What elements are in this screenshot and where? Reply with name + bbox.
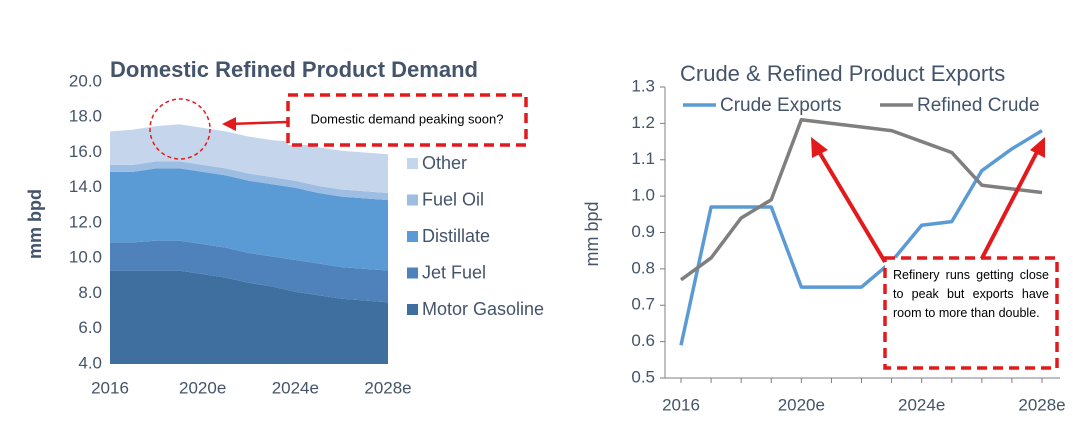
y-tick-label: 1.3 bbox=[631, 76, 655, 95]
x-tick-label: 2028e bbox=[364, 378, 411, 397]
arrow-head bbox=[811, 137, 828, 158]
y-axis-title: mm bpd bbox=[582, 201, 602, 266]
line bbox=[679, 129, 1043, 346]
annotation-text-box: Refinery runs getting close to peak but … bbox=[893, 268, 1049, 320]
y-tick-label: 0.9 bbox=[631, 222, 655, 241]
y-tick-label: 6.0 bbox=[78, 318, 102, 337]
annotation-box bbox=[883, 256, 1059, 370]
x-tick-label: 2020e bbox=[179, 378, 226, 397]
x-tick-label: 2020e bbox=[778, 395, 825, 414]
x-tick-label: 2028e bbox=[1018, 395, 1065, 414]
legend-label: Crude Exports bbox=[720, 95, 841, 116]
x-tick-label: 2016 bbox=[91, 378, 129, 397]
annotations: Domestic demand peaking soon? Refinery r… bbox=[149, 93, 1059, 370]
y-tick-label: 0.8 bbox=[631, 258, 655, 277]
legend-label: Distillate bbox=[422, 226, 490, 246]
legend-swatch bbox=[407, 158, 418, 169]
y-tick-label: 20.0 bbox=[69, 71, 102, 90]
y-tick-label: 1.1 bbox=[631, 149, 655, 168]
y-tick-label: 16.0 bbox=[69, 142, 102, 161]
legend-swatch bbox=[407, 304, 418, 315]
x-tick-label: 2024e bbox=[898, 395, 945, 414]
y-tick-label: 1.0 bbox=[631, 186, 655, 205]
arrow bbox=[227, 120, 288, 126]
chart-title: Crude & Refined Product Exports bbox=[680, 61, 1005, 86]
legend-label: Fuel Oil bbox=[422, 189, 484, 209]
plot-area bbox=[110, 124, 388, 364]
x-tick-label: 2016 bbox=[662, 395, 700, 414]
legend-label: Other bbox=[422, 153, 467, 173]
y-tick-label: 0.6 bbox=[631, 331, 655, 350]
chart-title: Domestic Refined Product Demand bbox=[110, 57, 478, 82]
y-tick-label: 10.0 bbox=[69, 248, 102, 267]
annotation-box bbox=[286, 93, 528, 147]
y-tick-label: 18.0 bbox=[69, 107, 102, 126]
area bbox=[110, 161, 388, 201]
y-tick-label: 4.0 bbox=[78, 353, 102, 372]
arrow bbox=[978, 149, 1040, 263]
legend-swatch bbox=[407, 231, 418, 242]
legend-label: Refined Crude bbox=[917, 95, 1040, 116]
highlight-circle bbox=[149, 98, 211, 160]
area bbox=[110, 240, 388, 303]
legend-label: Motor Gasoline bbox=[422, 299, 544, 319]
arrow-head bbox=[1030, 137, 1045, 158]
y-tick-label: 1.2 bbox=[631, 113, 655, 132]
area bbox=[110, 270, 388, 364]
y-tick-label: 12.0 bbox=[69, 212, 102, 231]
line bbox=[679, 117, 1043, 282]
arrow bbox=[816, 148, 887, 264]
y-tick-label: 0.7 bbox=[631, 295, 655, 314]
legend-swatch bbox=[407, 267, 418, 279]
legend-swatch bbox=[407, 194, 418, 206]
annotation-text: Refinery runs getting close to peak but … bbox=[893, 268, 1049, 320]
area bbox=[110, 168, 388, 271]
y-tick-label: 0.5 bbox=[631, 367, 655, 386]
y-axis-title: mm bpd bbox=[25, 189, 45, 259]
legend-label: Jet Fuel bbox=[422, 262, 486, 282]
arrow-head bbox=[222, 117, 236, 131]
y-tick-label: 14.0 bbox=[69, 177, 102, 196]
x-tick-label: 2024e bbox=[272, 378, 319, 397]
annotation-text: Domestic demand peaking soon? bbox=[311, 111, 504, 126]
y-tick-label: 8.0 bbox=[78, 283, 102, 302]
area bbox=[110, 124, 388, 194]
